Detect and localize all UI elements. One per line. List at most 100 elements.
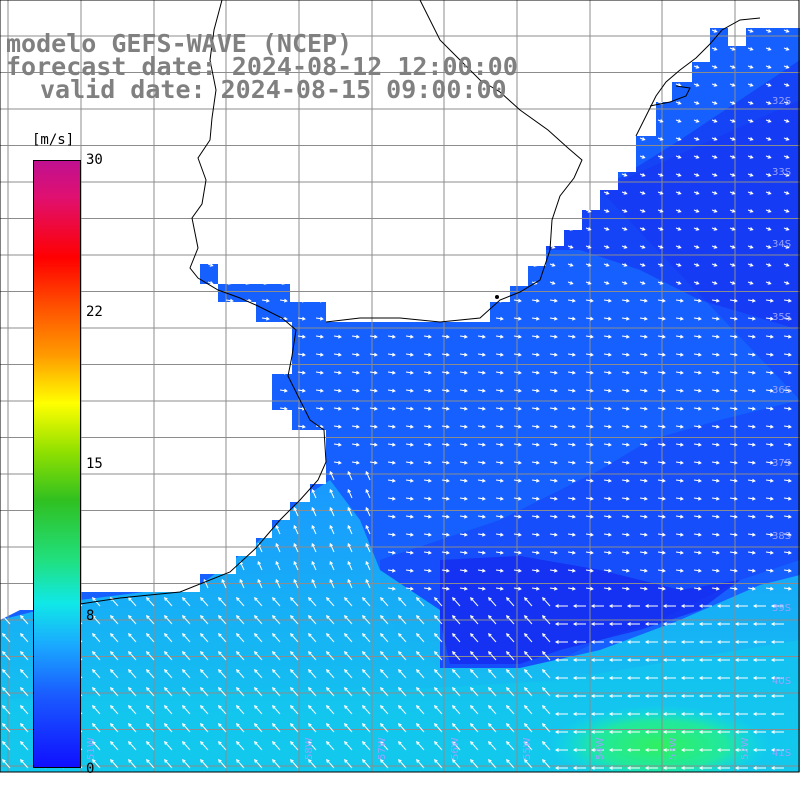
wind-arrow (675, 227, 682, 231)
wind-arrow (405, 478, 414, 483)
wind-arrow (675, 586, 684, 591)
wind-arrow (505, 687, 515, 697)
wind-arrow (199, 687, 209, 697)
wind-arrow (675, 119, 682, 123)
wind-arrow (217, 759, 227, 769)
wind-arrow (770, 748, 784, 752)
wind-arrow (459, 370, 468, 375)
wind-arrow (203, 578, 209, 589)
wind-arrow (711, 424, 720, 429)
wind-arrow (783, 137, 790, 141)
wind-arrow (451, 741, 461, 751)
wind-arrow (279, 316, 288, 321)
wind-arrow (729, 442, 738, 447)
wind-arrow (590, 694, 604, 698)
wind-arrow (379, 723, 389, 733)
wind-arrow (297, 388, 306, 393)
wind-arrow (433, 669, 443, 679)
wind-arrow (549, 334, 558, 339)
wind-arrow (523, 705, 533, 715)
wind-arrow (734, 694, 748, 698)
wind-arrow (747, 496, 756, 501)
wind-arrow (297, 370, 306, 375)
wind-arrow (783, 298, 792, 303)
wind-arrow (513, 424, 522, 429)
wind-arrow (675, 460, 684, 465)
wind-arrow (459, 460, 468, 465)
wind-arrow (387, 406, 396, 411)
wind-arrow (716, 676, 730, 680)
wind-arrow (621, 227, 628, 231)
wind-arrow (311, 560, 317, 571)
wind-arrow (199, 705, 209, 715)
wind-arrow (235, 651, 245, 661)
wind-arrow (297, 424, 306, 429)
wind-arrow (293, 524, 299, 535)
wind-arrow (217, 651, 227, 661)
wind-arrow (145, 705, 155, 715)
wind-arrow (361, 759, 371, 769)
wind-arrow (451, 633, 461, 643)
wind-arrow (19, 705, 29, 715)
wind-arrow (217, 687, 227, 697)
wind-arrow (729, 191, 736, 195)
wind-arrow (621, 352, 630, 357)
wind-arrow (333, 424, 342, 429)
wind-arrow (765, 119, 772, 123)
wind-arrow (477, 496, 486, 501)
wind-arrow (379, 633, 389, 643)
wind-arrow (770, 694, 784, 698)
wind-arrow (567, 316, 576, 321)
wind-arrow (693, 550, 702, 555)
wind-arrow (531, 442, 540, 447)
wind-arrow (603, 442, 612, 447)
wind-arrow (603, 370, 612, 375)
wind-arrow (387, 388, 396, 393)
wind-arrow (747, 29, 754, 33)
wind-arrow (698, 730, 712, 734)
wind-arrow (275, 524, 281, 535)
wind-arrow (770, 730, 784, 734)
wind-arrow (311, 488, 317, 499)
wind-arrow (675, 424, 684, 429)
wind-arrow (109, 723, 119, 733)
wind-arrow (639, 316, 648, 321)
wind-arrow (297, 316, 306, 321)
wind-arrow (293, 506, 299, 517)
wind-arrow (279, 298, 288, 303)
wind-arrow (675, 245, 682, 249)
wind-arrow (662, 730, 676, 734)
wind-arrow (513, 478, 522, 483)
wind-arrow (567, 568, 576, 573)
wind-arrow (477, 586, 486, 591)
wind-arrow (145, 633, 155, 643)
wind-arrow (657, 586, 666, 591)
wind-arrow (693, 83, 700, 87)
wind-arrow (441, 370, 450, 375)
wind-arrow (199, 633, 209, 643)
wind-arrow (729, 460, 738, 465)
wind-arrow (477, 442, 486, 447)
wind-arrow (513, 334, 522, 339)
wind-arrow (397, 669, 407, 679)
wind-arrow (459, 388, 468, 393)
wind-arrow (495, 316, 504, 321)
wind-arrow (253, 633, 263, 643)
wind-arrow (765, 496, 774, 501)
wind-arrow (644, 766, 658, 770)
wind-arrow (549, 460, 558, 465)
wind-arrow (343, 597, 353, 607)
wind-arrow (307, 615, 317, 625)
wind-arrow (405, 388, 414, 393)
wind-arrow (747, 263, 754, 267)
wind-arrow (693, 514, 702, 519)
wind-arrow (572, 730, 586, 734)
lat-label: 33S (772, 167, 792, 178)
wind-arrow (765, 586, 774, 591)
wind-arrow (487, 687, 497, 697)
wind-arrow (626, 730, 640, 734)
wind-arrow (163, 723, 173, 733)
wind-arrow (621, 424, 630, 429)
wind-arrow (662, 676, 676, 680)
wind-arrow (590, 658, 604, 662)
